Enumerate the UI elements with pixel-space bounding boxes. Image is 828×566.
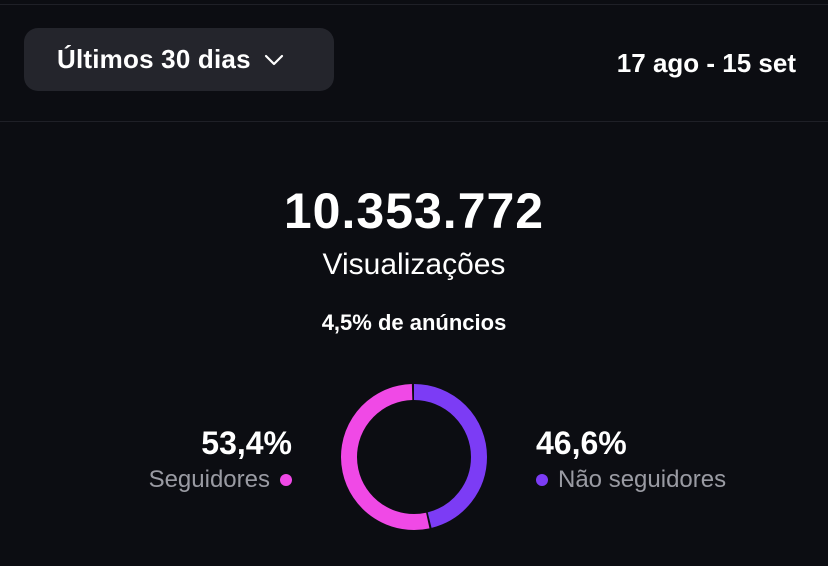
followers-arc: [341, 384, 487, 530]
chevron-down-icon: [264, 54, 283, 65]
non-followers-legend: Não seguidores: [536, 466, 726, 494]
followers-percent: 53,4%: [201, 425, 292, 461]
date-range-selector-label: Últimos 30 dias: [57, 44, 251, 74]
top-divider: [0, 4, 828, 5]
non-followers-dot: [536, 474, 548, 486]
audience-donut-chart: [341, 384, 487, 530]
date-range-selector[interactable]: Últimos 30 dias: [24, 28, 334, 91]
ads-share-text: 4,5% de anúncios: [321, 310, 507, 335]
total-views-value: 10.353.772: [283, 183, 545, 239]
followers-legend: Seguidores: [149, 466, 292, 494]
followers-dot: [280, 474, 292, 486]
non-followers-arc: [341, 384, 487, 530]
non-followers-label: Não seguidores: [558, 466, 727, 493]
header: Últimos 30 dias 17 ago - 15 set: [0, 0, 828, 122]
followers-stat: 53,4% Seguidores: [149, 425, 292, 494]
non-followers-stat: 46,6% Não seguidores: [536, 425, 726, 494]
followers-label: Seguidores: [148, 466, 270, 493]
total-views-label: Visualizações: [322, 248, 506, 281]
date-range-text: 17 ago - 15 set: [616, 48, 796, 78]
non-followers-percent: 46,6%: [536, 425, 627, 461]
